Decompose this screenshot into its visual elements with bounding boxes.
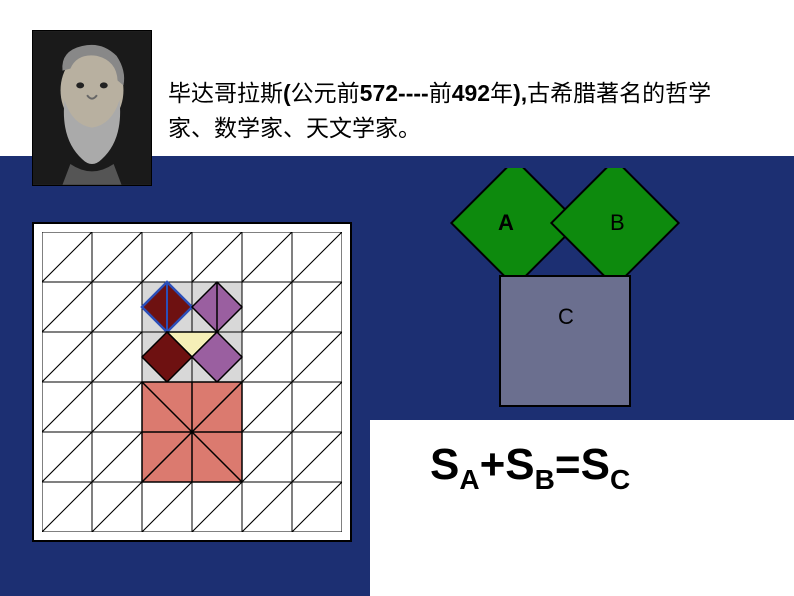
label-a: A	[498, 210, 514, 235]
formula-sub-a: A	[459, 464, 479, 495]
caption-era2: 前	[429, 81, 452, 106]
formula-plus: +	[480, 440, 506, 489]
pythagoras-portrait	[32, 30, 152, 186]
label-b: B	[610, 210, 625, 235]
formula-s2: S	[505, 440, 534, 489]
formula-sub-b: B	[535, 464, 555, 495]
formula-s3: S	[581, 440, 610, 489]
caption-num2: 492	[452, 80, 490, 106]
caption-num1: 572----	[360, 80, 429, 106]
formula-eq: =	[555, 440, 581, 489]
caption-paren-close: ),	[513, 80, 527, 106]
formula-sub-c: C	[610, 464, 630, 495]
caption-era1: 公元前	[291, 81, 360, 106]
formula-s1: S	[430, 440, 459, 489]
label-c: C	[558, 304, 574, 329]
caption-name: 毕达哥拉斯	[168, 81, 283, 106]
tiled-grid-figure	[32, 222, 352, 542]
formula-text: SA+SB=SC	[430, 440, 630, 496]
abc-squares-diagram: A B C	[400, 168, 740, 428]
caption-year: 年	[490, 81, 513, 106]
caption-text: 毕达哥拉斯(公元前572----前492年),古希腊著名的哲学家、数学家、天文学…	[168, 76, 748, 146]
caption-paren-open: (	[283, 80, 291, 106]
